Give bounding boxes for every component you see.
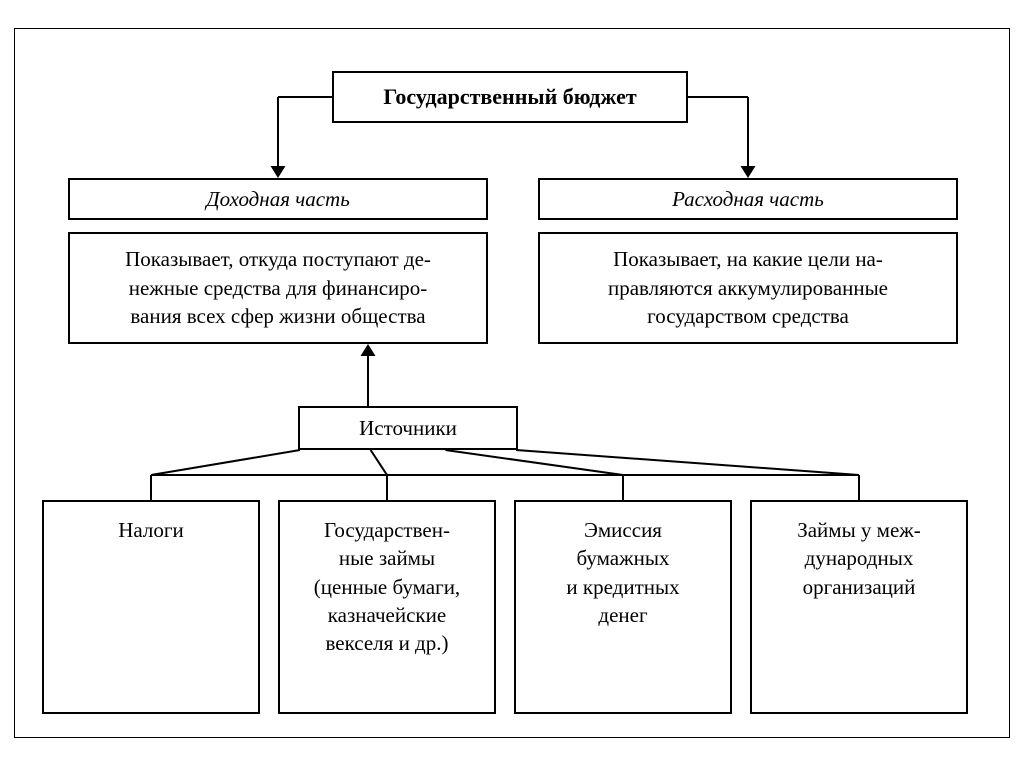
node-left_b-label: Показывает, откуда поступают де- нежные … (125, 245, 431, 330)
node-left_h-label: Доходная часть (206, 185, 350, 213)
node-right_h: Расходная часть (538, 178, 958, 220)
node-sources: Источники (298, 406, 518, 450)
node-right_b-label: Показывает, на какие цели на- правляются… (608, 245, 888, 330)
node-root-label: Государственный бюджет (383, 82, 636, 112)
node-s4: Займы у меж- дународных организаций (750, 500, 968, 714)
node-s1: Налоги (42, 500, 260, 714)
node-s4-label: Займы у меж- дународных организаций (797, 516, 921, 601)
node-right_b: Показывает, на какие цели на- правляются… (538, 232, 958, 344)
node-s1-label: Налоги (118, 516, 184, 544)
node-right_h-label: Расходная часть (672, 185, 824, 213)
node-s2: Государствен- ные займы (ценные бумаги, … (278, 500, 496, 714)
node-left_b: Показывает, откуда поступают де- нежные … (68, 232, 488, 344)
node-s2-label: Государствен- ные займы (ценные бумаги, … (314, 516, 460, 658)
diagram-canvas: Государственный бюджет Доходная часть Расх… (0, 0, 1024, 767)
node-s3-label: Эмиссия бумажных и кредитных денег (566, 516, 679, 629)
node-left_h: Доходная часть (68, 178, 488, 220)
node-root: Государственный бюджет (332, 71, 688, 123)
node-sources-label: Источники (359, 414, 457, 442)
node-s3: Эмиссия бумажных и кредитных денег (514, 500, 732, 714)
